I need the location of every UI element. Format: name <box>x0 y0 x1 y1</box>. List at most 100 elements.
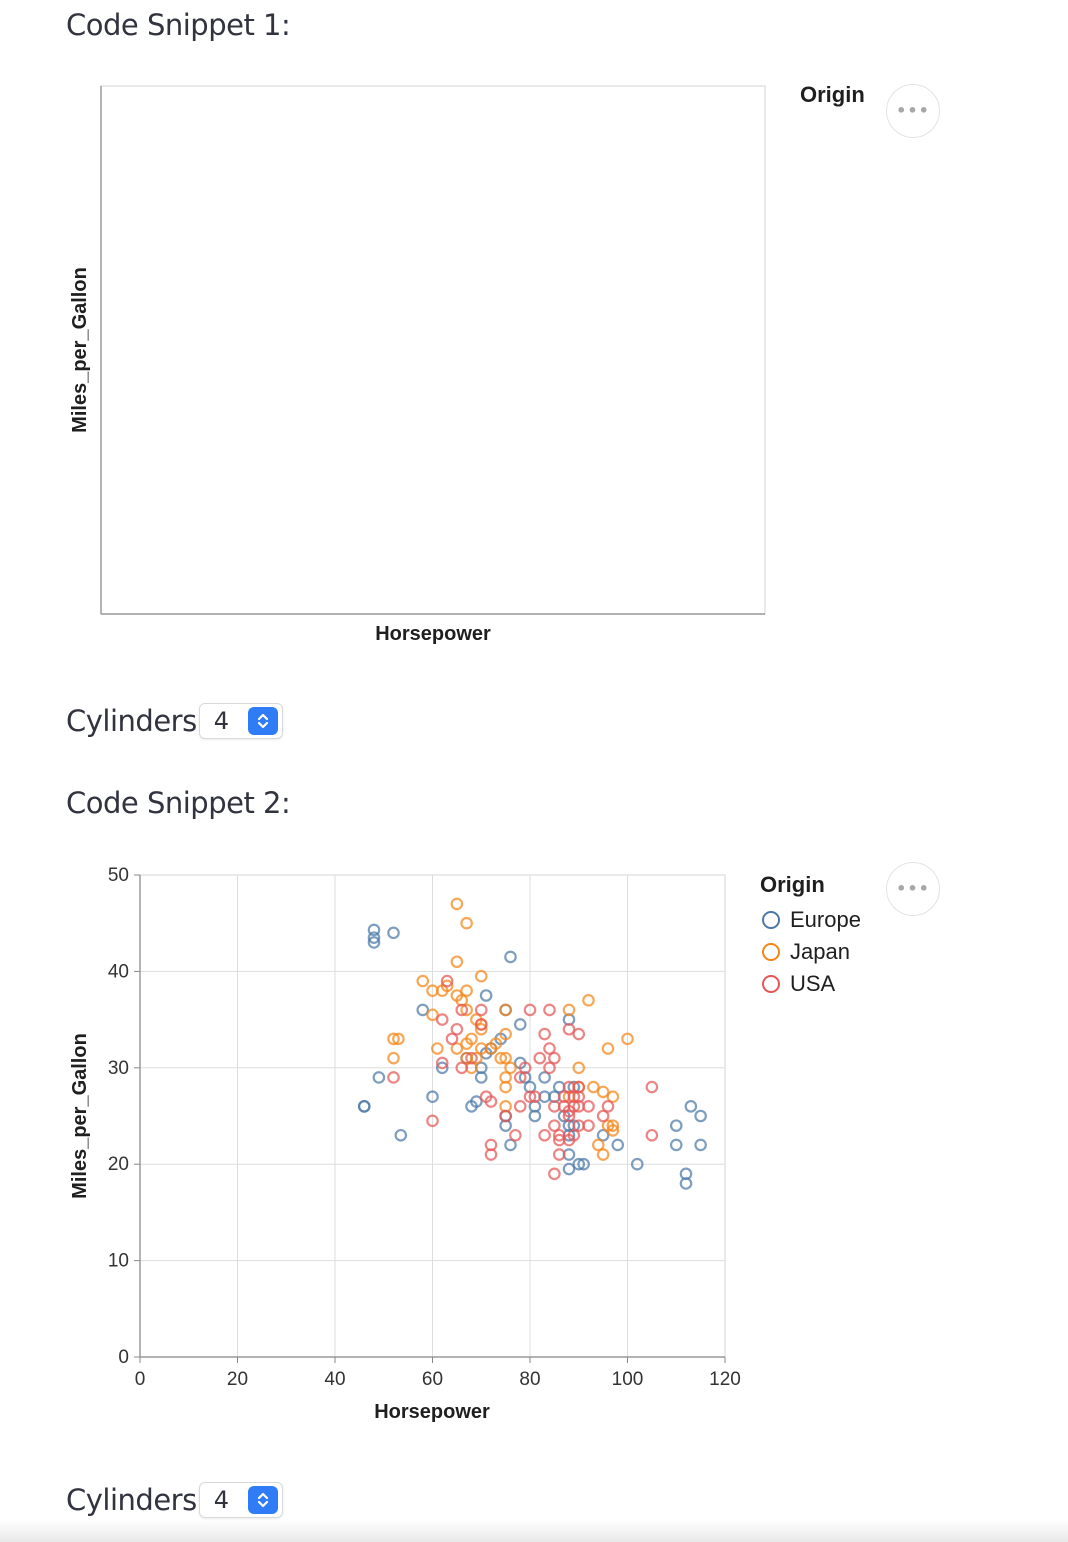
point-usa <box>474 1018 488 1031</box>
point-usa <box>572 1080 586 1094</box>
point-japan <box>460 984 473 997</box>
point-usa <box>435 1056 449 1070</box>
point-usa <box>538 1128 551 1142</box>
point-japan <box>572 1061 586 1075</box>
point-usa <box>499 1109 512 1123</box>
point-usa <box>645 1128 659 1142</box>
point-usa <box>562 1022 576 1036</box>
chart1-empty-scatter: Horsepower Miles_per_Gallon <box>69 85 766 645</box>
x-tick-label: 120 <box>709 1369 741 1390</box>
point-europe <box>596 1128 610 1142</box>
point-japan <box>606 1124 620 1137</box>
chart1-x-axis-title: Horsepower <box>375 623 491 645</box>
more-horizontal-icon: ••• <box>896 101 930 120</box>
chart1-y-axis-title: Miles_per_Gallon <box>69 267 91 433</box>
y-tick-label: 10 <box>108 1251 129 1272</box>
point-usa <box>435 1013 449 1026</box>
point-europe <box>367 931 381 944</box>
chart2-axes: 0 20 40 60 80 100 120 0 10 20 30 40 50 <box>108 865 741 1390</box>
point-usa <box>528 1090 542 1104</box>
point-usa <box>567 1128 581 1142</box>
legend-item-usa[interactable]: USA <box>762 971 835 997</box>
y-tick-label: 40 <box>108 961 129 982</box>
point-japan <box>460 916 473 930</box>
chart2-y-axis-title: Miles_per_Gallon <box>69 1033 91 1199</box>
point-japan <box>587 1080 600 1094</box>
x-tick-label: 80 <box>519 1369 540 1390</box>
point-japan <box>431 1042 444 1055</box>
legend-item-japan[interactable]: Japan <box>762 939 850 965</box>
point-usa <box>523 1090 537 1104</box>
point-japan <box>470 1051 483 1065</box>
point-japan <box>562 1003 576 1017</box>
y-tick-label: 0 <box>118 1347 129 1368</box>
point-usa <box>455 1003 469 1017</box>
x-tick-label: 40 <box>324 1369 345 1390</box>
point-europe <box>479 989 493 1002</box>
x-tick-label: 60 <box>422 1369 443 1390</box>
point-japan <box>596 1148 610 1161</box>
point-europe <box>577 1157 590 1171</box>
point-europe <box>684 1100 698 1113</box>
point-europe <box>367 923 381 937</box>
y-tick-label: 50 <box>108 865 129 886</box>
point-japan <box>392 1032 405 1046</box>
cylinders-select[interactable]: 4 <box>198 703 283 739</box>
point-japan <box>606 1119 620 1132</box>
point-europe <box>669 1119 683 1132</box>
point-usa <box>582 1100 595 1113</box>
point-japan <box>499 1071 512 1084</box>
point-usa <box>484 1148 498 1161</box>
point-europe <box>387 926 400 940</box>
point-japan <box>460 1003 473 1017</box>
point-japan <box>606 1090 620 1104</box>
point-europe <box>394 1128 408 1142</box>
snippet2-title: Code Snippet 2: <box>66 786 291 820</box>
x-tick-label: 100 <box>612 1369 644 1390</box>
chart2-scatter-plot: 0 20 40 60 80 100 120 0 10 20 30 40 50 Horsepower Mi… <box>69 865 741 1423</box>
point-usa <box>596 1109 610 1123</box>
chart2-actions-menu-button[interactable]: ••• <box>886 862 940 916</box>
point-usa <box>474 1003 488 1017</box>
point-europe <box>669 1138 683 1152</box>
legend-swatch-europe <box>762 911 780 929</box>
point-japan <box>465 1032 478 1046</box>
chart2-points <box>357 897 707 1190</box>
up-down-chevron-icon <box>247 707 278 735</box>
point-europe <box>538 1071 551 1084</box>
point-usa <box>548 1167 561 1181</box>
point-usa <box>543 1003 556 1017</box>
legend-item-europe[interactable]: Europe <box>762 907 861 933</box>
legend-label-europe: Europe <box>790 907 861 932</box>
point-europe <box>435 1061 449 1075</box>
y-tick-label: 20 <box>108 1154 129 1175</box>
point-japan <box>416 974 430 988</box>
point-japan <box>582 994 595 1007</box>
y-tick-label: 30 <box>108 1058 129 1079</box>
cylinders-control-1: Cylinders 4 <box>66 703 283 739</box>
point-usa <box>582 1119 595 1132</box>
bottom-scroll-fade <box>0 1520 1068 1542</box>
legend-swatch-japan <box>762 943 780 961</box>
point-europe <box>562 1162 576 1176</box>
point-usa <box>440 974 454 988</box>
point-usa <box>518 1061 532 1075</box>
chart2-x-axis-title: Horsepower <box>374 1401 490 1423</box>
point-europe <box>470 1095 483 1108</box>
point-usa <box>552 1148 566 1161</box>
point-usa <box>533 1051 547 1065</box>
cylinders-label: Cylinders <box>66 1483 197 1517</box>
cylinders-select-value: 4 <box>213 1486 229 1514</box>
point-usa <box>552 1128 566 1142</box>
point-japan <box>426 1008 439 1022</box>
chart1-actions-menu-button[interactable]: ••• <box>886 84 940 138</box>
point-europe <box>630 1157 644 1171</box>
cylinders-select[interactable]: 4 <box>198 1482 283 1518</box>
point-usa <box>601 1100 615 1113</box>
point-japan <box>591 1138 605 1152</box>
chart1-legend-title: Origin <box>800 82 865 107</box>
point-japan <box>387 1051 400 1065</box>
point-usa <box>538 1027 551 1041</box>
point-usa <box>562 1109 576 1123</box>
point-usa <box>523 1003 537 1017</box>
